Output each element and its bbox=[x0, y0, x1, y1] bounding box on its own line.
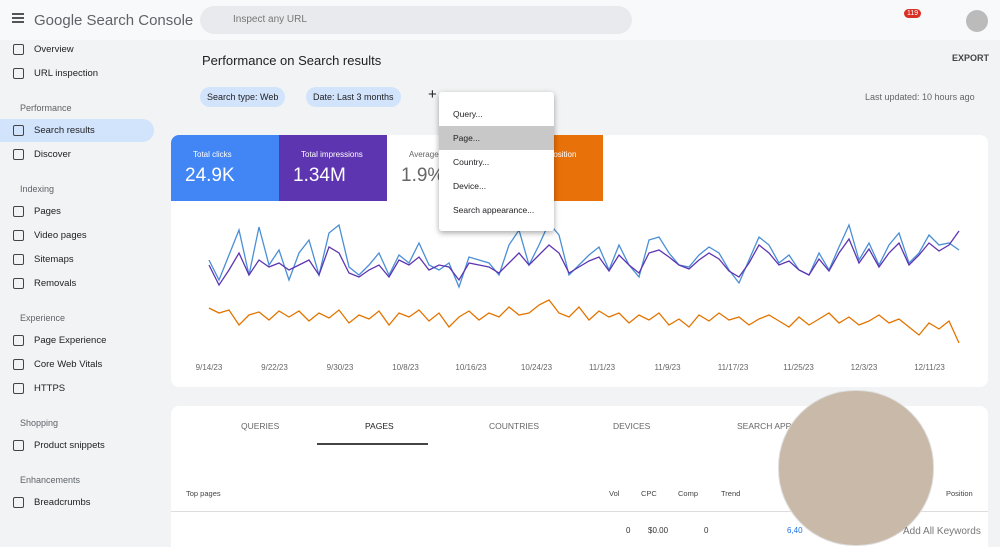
column-header: Top pages bbox=[186, 489, 221, 498]
nav-item[interactable]: Pages bbox=[34, 206, 61, 217]
x-axis-label: 11/17/23 bbox=[718, 363, 749, 372]
metric-label: Total clicks bbox=[193, 150, 232, 159]
x-axis-label: 11/1/23 bbox=[589, 363, 616, 372]
app-name: Google Search Console bbox=[34, 12, 194, 29]
nav-section: Performance bbox=[20, 103, 72, 113]
x-axis-label: 10/8/23 bbox=[392, 363, 419, 372]
search-placeholder: Inspect any URL bbox=[233, 14, 307, 25]
tab[interactable]: DEVICES bbox=[613, 421, 651, 431]
metric-value: 1.34M bbox=[293, 165, 346, 186]
nav-icon bbox=[13, 278, 24, 289]
cell: 0 bbox=[626, 526, 631, 535]
column-header: Vol bbox=[609, 489, 620, 498]
avatar[interactable] bbox=[966, 10, 988, 32]
nav-icon bbox=[13, 68, 24, 79]
nav-item[interactable]: Core Web Vitals bbox=[34, 359, 103, 370]
nav-icon bbox=[13, 359, 24, 370]
filter-chip[interactable]: Search type: Web bbox=[200, 87, 286, 107]
nav-section: Enhancements bbox=[20, 475, 81, 485]
nav-section: Experience bbox=[20, 313, 66, 323]
menu-highlight bbox=[439, 126, 554, 150]
cell: 6,40 bbox=[787, 526, 803, 535]
x-axis-label: 11/25/23 bbox=[783, 363, 814, 372]
x-axis-label: 10/24/23 bbox=[521, 363, 553, 372]
tab[interactable]: COUNTRIES bbox=[489, 421, 540, 431]
x-axis-label: 11/9/23 bbox=[654, 363, 681, 372]
clicks-line bbox=[208, 221, 960, 289]
nav-icon bbox=[13, 497, 24, 508]
nav-item[interactable]: Video pages bbox=[34, 230, 87, 241]
metric-value: 1.9% bbox=[401, 165, 445, 186]
metric-card[interactable]: Total impressions 1.34M bbox=[279, 135, 387, 201]
column-header: CPC bbox=[641, 489, 657, 498]
add-keywords[interactable]: Add All Keywords bbox=[903, 526, 981, 537]
nav-icon bbox=[13, 254, 24, 265]
active-tab-indicator bbox=[317, 443, 428, 445]
nav-item[interactable]: Removals bbox=[34, 278, 77, 289]
column-header: Comp bbox=[678, 489, 699, 498]
metric-value: 24.9K bbox=[185, 165, 235, 186]
chart: 9/14/23 9/22/23 9/30/23 10/8/23 10/16/23 10/2… bbox=[196, 221, 960, 372]
x-axis-label: 10/16/23 bbox=[455, 363, 487, 372]
top-bar: Google Search Console Inspect any URL 11… bbox=[0, 0, 1000, 40]
nav-item[interactable]: Breadcrumbs bbox=[34, 497, 91, 508]
nav-icon bbox=[13, 335, 24, 346]
metric-label: Average CTR bbox=[409, 150, 458, 159]
nav-item[interactable]: Sitemaps bbox=[34, 254, 74, 265]
metric-card[interactable]: Total clicks 24.9K bbox=[171, 135, 279, 201]
nav-item[interactable]: HTTPS bbox=[34, 383, 66, 394]
tab[interactable]: QUERIES bbox=[241, 421, 280, 431]
nav-icon bbox=[13, 206, 24, 217]
menu-item[interactable]: Search appearance... bbox=[453, 205, 535, 215]
nav-icon bbox=[13, 383, 24, 394]
metric-label: Total impressions bbox=[301, 150, 363, 159]
column-header: Trend bbox=[721, 489, 741, 498]
x-axis-label: 9/14/23 bbox=[196, 363, 223, 372]
nav-item[interactable]: Overview bbox=[34, 44, 74, 55]
tab[interactable]: PAGES bbox=[365, 421, 394, 431]
search-box[interactable]: Inspect any URL bbox=[200, 6, 632, 34]
menu-icon[interactable] bbox=[12, 13, 24, 15]
menu-item[interactable]: Query... bbox=[453, 109, 483, 119]
nav-item[interactable]: Discover bbox=[34, 149, 71, 160]
nav-icon bbox=[13, 440, 24, 451]
nav-section: Indexing bbox=[20, 184, 55, 194]
nav-icon bbox=[13, 149, 24, 160]
page-title: Performance on Search results bbox=[202, 53, 382, 68]
x-axis-label: 9/30/23 bbox=[327, 363, 354, 372]
nav-icon bbox=[13, 230, 24, 241]
x-axis-label: 9/22/23 bbox=[261, 363, 288, 372]
filter-chip[interactable]: Date: Last 3 months bbox=[306, 87, 401, 107]
nav-item[interactable]: URL inspection bbox=[34, 68, 99, 79]
cell: $0.00 bbox=[648, 526, 669, 535]
x-axis-label: 12/11/23 bbox=[914, 363, 945, 372]
nav-active-bg bbox=[0, 119, 154, 142]
nav-item[interactable]: Page Experience bbox=[34, 335, 107, 346]
x-axis-label: 12/3/23 bbox=[851, 363, 878, 372]
menu-item[interactable]: Device... bbox=[453, 181, 487, 191]
notification-badge: 119 bbox=[904, 9, 922, 18]
add-filter[interactable]: + bbox=[428, 86, 437, 103]
position-line bbox=[208, 299, 960, 344]
chart-card: Total clicks 24.9K Total impressions 1.34M A… bbox=[171, 92, 988, 387]
divider bbox=[171, 511, 988, 512]
tab[interactable]: SEARCH APPEARANCE bbox=[737, 421, 833, 431]
menu-item[interactable]: Country... bbox=[453, 157, 490, 167]
nav-icon bbox=[13, 44, 24, 55]
nav-section: Shopping bbox=[20, 418, 59, 428]
webcam-overlay bbox=[778, 390, 934, 546]
export-button[interactable]: EXPORT bbox=[952, 53, 990, 63]
dimension-menu: Query... Page... Country... Device... Search… bbox=[439, 92, 554, 231]
impressions-line bbox=[208, 230, 960, 287]
cell: 0 bbox=[704, 526, 709, 535]
nav-item[interactable]: Product snippets bbox=[34, 440, 105, 451]
nav-icon bbox=[13, 125, 24, 136]
nav-item[interactable]: Search results bbox=[34, 125, 95, 136]
last-updated: Last updated: 10 hours ago bbox=[865, 92, 975, 102]
column-header: Position bbox=[946, 489, 973, 498]
menu-item[interactable]: Page... bbox=[453, 133, 480, 143]
